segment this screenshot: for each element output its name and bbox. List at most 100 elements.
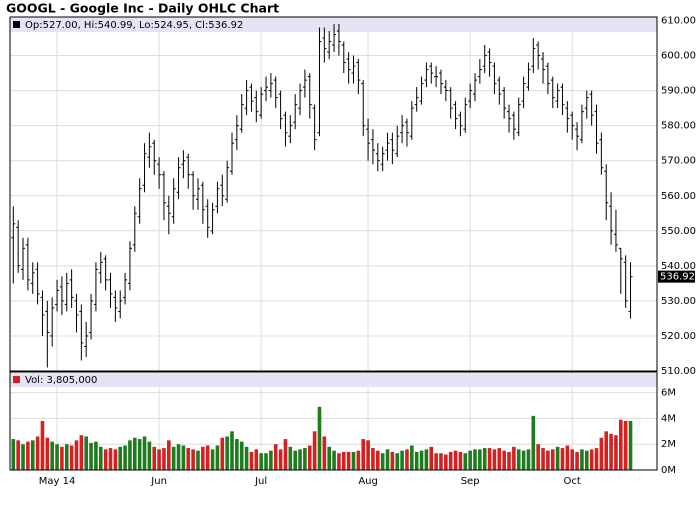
volume-bar — [555, 446, 560, 470]
volume-bar — [351, 451, 356, 470]
volume-bar — [550, 449, 555, 470]
volume-bar — [478, 449, 482, 470]
volume-bar — [108, 448, 113, 470]
volume-bar — [74, 440, 79, 470]
volume-bar — [541, 448, 545, 470]
volume-bar — [210, 449, 215, 470]
volume-bar — [167, 440, 171, 470]
y2-tick-label: 6M — [661, 388, 676, 399]
y-tick-label: 520.00 — [661, 331, 696, 342]
x-tick-label: May 14 — [39, 476, 76, 487]
volume-bar — [201, 446, 205, 470]
last-price-label: 536.92 — [660, 272, 695, 283]
volume-bar — [536, 444, 540, 470]
volume-bar — [94, 441, 98, 470]
volume-bar — [619, 419, 623, 470]
volume-bar — [507, 451, 511, 470]
y2-tick-label: 4M — [661, 413, 676, 424]
volume-bar — [599, 437, 604, 470]
volume-bar — [395, 453, 400, 470]
y-tick-label: 570.00 — [661, 156, 696, 167]
volume-bar — [55, 444, 59, 470]
volume-bar — [492, 449, 497, 470]
volume-bar — [152, 446, 157, 470]
volume-bar — [487, 448, 492, 470]
volume-bar — [429, 446, 434, 470]
y-tick-label: 590.00 — [661, 86, 696, 97]
volume-bar — [98, 446, 103, 470]
x-tick-label: Aug — [358, 476, 378, 487]
legend-swatch — [13, 21, 20, 28]
volume-bar — [40, 421, 45, 470]
volume-bar — [254, 449, 259, 470]
y-tick-label: 530.00 — [661, 296, 696, 307]
volume-bar — [259, 453, 263, 470]
volume-bar — [30, 440, 35, 470]
volume-bar — [497, 448, 502, 470]
volume-bar — [181, 445, 186, 470]
volume-bar — [341, 451, 346, 470]
volume-bar — [244, 446, 249, 470]
volume-bar — [390, 451, 395, 470]
y-tick-label: 560.00 — [661, 191, 696, 202]
volume-bar — [414, 451, 419, 470]
volume-bar — [337, 453, 341, 470]
volume-bar — [118, 446, 123, 470]
volume-bar — [205, 445, 210, 470]
volume-bar — [103, 449, 108, 470]
volume-bar — [283, 439, 288, 470]
x-tick-label: Jul — [254, 476, 267, 487]
volume-bar — [356, 450, 361, 470]
volume-bar — [609, 433, 613, 470]
volume-bar — [142, 436, 147, 470]
volume-bar — [128, 440, 132, 470]
volume-bar — [604, 431, 609, 470]
y-tick-label: 540.00 — [661, 261, 696, 272]
volume-bar — [521, 450, 526, 470]
volume-bar — [376, 450, 380, 470]
volume-bar — [589, 449, 594, 470]
volume-bar — [482, 448, 487, 470]
volume-bar — [439, 453, 443, 470]
volume-bar — [196, 450, 200, 470]
volume-bar — [11, 439, 16, 470]
volume-bar — [424, 449, 429, 470]
volume-bar — [307, 445, 312, 470]
volume-bar — [298, 449, 302, 470]
volume-bar — [371, 448, 375, 470]
volume-bar — [327, 446, 331, 470]
volume-bar — [220, 437, 225, 470]
volume-bar — [191, 449, 195, 470]
volume-bar — [565, 445, 570, 470]
volume-bar — [137, 439, 142, 470]
volume-bar — [570, 449, 574, 470]
volume-bar — [312, 431, 317, 470]
volume-bar — [21, 444, 25, 470]
volume-bar — [264, 453, 268, 470]
volume-bar — [584, 450, 589, 470]
volume-bar — [26, 441, 30, 470]
volume-bar — [239, 441, 244, 470]
volume-title: Vol: 3,805,000 — [25, 375, 97, 386]
volume-bar — [385, 449, 390, 470]
volume-bar — [410, 445, 414, 470]
volume-bar — [332, 450, 336, 470]
volume-bar — [303, 448, 307, 470]
volume-bar — [366, 440, 370, 470]
volume-bar — [322, 436, 327, 470]
volume-bar — [453, 450, 458, 470]
volume-bar — [463, 453, 468, 470]
volume-bar — [215, 445, 220, 470]
volume-bar — [346, 451, 351, 470]
volume-bar — [162, 448, 166, 470]
y-tick-label: 580.00 — [661, 121, 696, 132]
volume-bar — [623, 421, 628, 470]
volume-bar — [594, 448, 599, 470]
volume-bar — [580, 449, 584, 470]
volume-bar — [79, 435, 84, 470]
volume-bar — [531, 415, 536, 470]
volume-bar — [317, 406, 322, 470]
volume-bar — [293, 450, 297, 470]
